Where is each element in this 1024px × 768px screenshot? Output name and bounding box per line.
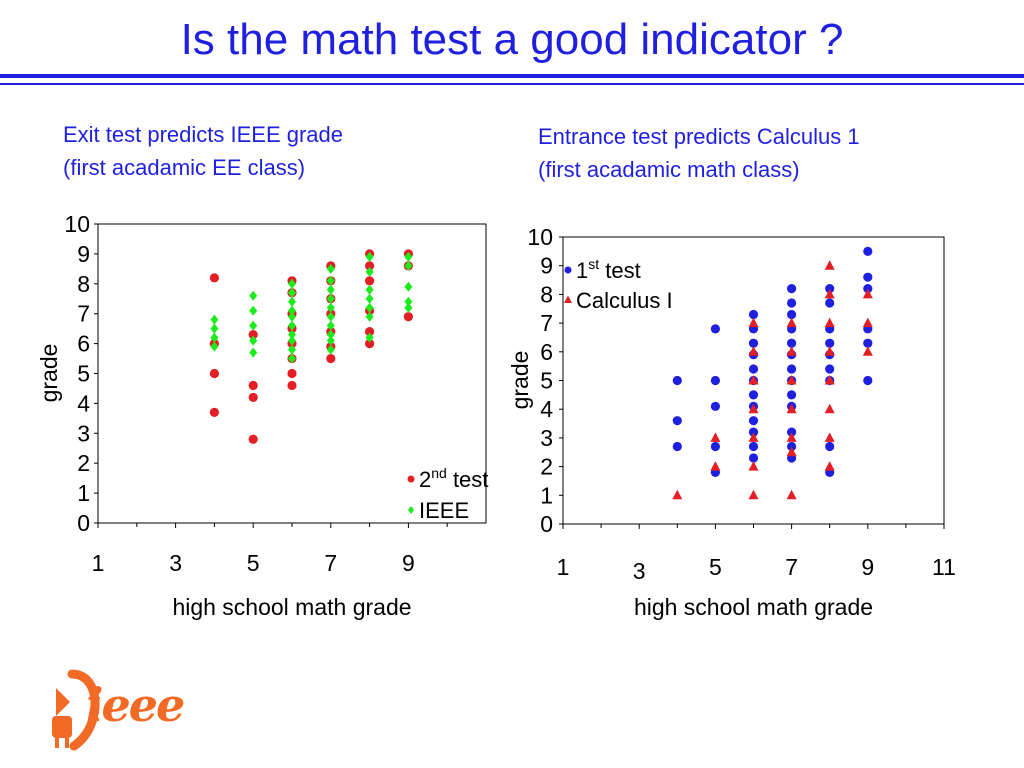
data-point: [365, 302, 374, 313]
data-point: [326, 320, 335, 331]
x-axis-label: high school math grade: [172, 594, 411, 620]
data-point: [288, 287, 296, 298]
data-point: [404, 260, 413, 271]
data-point: [365, 261, 375, 271]
data-point: [365, 339, 375, 349]
y-tick-label: 0: [77, 510, 90, 536]
data-point: [210, 323, 219, 334]
y-tick-label: 10: [64, 211, 90, 237]
data-point: [288, 353, 296, 364]
data-point: [326, 311, 335, 322]
data-point: [288, 305, 296, 316]
data-point: [249, 305, 258, 316]
data-point: [249, 335, 258, 346]
y-tick-label: 2: [77, 450, 90, 476]
left-chart-subtitle: Exit test predicts IEEE grade (first aca…: [63, 118, 343, 184]
data-point: [365, 293, 374, 304]
legend: 2nd test IEEE: [407, 465, 488, 523]
y-tick-label: 3: [77, 420, 90, 446]
ieee-logo-icon: [52, 669, 100, 751]
data-point: [326, 284, 335, 295]
x-tick-label: 3: [169, 550, 182, 576]
data-point: [210, 332, 219, 343]
left-subtitle-line-2: (first acadamic EE class): [63, 155, 306, 180]
series-1: [210, 251, 413, 364]
logo-wordmark: ieee: [86, 678, 185, 732]
x-tick-label: 9: [402, 550, 415, 576]
data-point: [326, 302, 335, 313]
data-point: [365, 276, 375, 286]
data-point: [288, 278, 296, 289]
y-tick-label: 1: [77, 480, 90, 506]
y-tick-label: 7: [77, 301, 90, 327]
data-point: [248, 392, 258, 403]
data-point: [209, 368, 219, 379]
data-point: [365, 284, 374, 295]
right-chart-subtitle: Entrance test predicts Calculus 1 (first…: [538, 120, 860, 186]
data-point: [287, 380, 297, 391]
data-point: [365, 332, 374, 343]
left-subtitle-line-1: Exit test predicts IEEE grade: [63, 122, 344, 147]
data-point: [365, 327, 375, 337]
y-tick-label: 8: [77, 271, 90, 297]
title-rule-thick: [0, 74, 1024, 78]
x-tick-label: 5: [247, 550, 260, 576]
data-point: [249, 347, 258, 358]
x-tick-label: 7: [324, 550, 337, 576]
data-point: [248, 434, 258, 444]
data-point: [210, 314, 219, 325]
data-point: [287, 368, 297, 379]
data-point: [210, 341, 219, 352]
data-point: [326, 263, 335, 274]
legend-marker: [407, 475, 415, 483]
y-axis-label: grade: [36, 344, 62, 403]
data-point: [365, 311, 374, 322]
data-point: [365, 266, 374, 277]
series-0: [209, 249, 413, 444]
data-point: [404, 251, 413, 262]
data-point: [288, 335, 296, 346]
legend-label: IEEE: [419, 498, 469, 523]
legend-marker: [408, 506, 414, 514]
y-tick-label: 5: [77, 361, 90, 387]
data-point: [404, 281, 413, 292]
data-point: [326, 275, 335, 286]
y-tick-label: 6: [77, 331, 90, 357]
data-point: [326, 344, 335, 355]
data-point: [248, 330, 258, 340]
data-point: [326, 335, 335, 346]
data-point: [209, 407, 219, 417]
data-point: [288, 320, 296, 331]
right-subtitle-line-2: (first acadamic math class): [538, 157, 800, 182]
data-point: [326, 353, 336, 364]
y-tick-label: 9: [77, 241, 90, 267]
data-point: [404, 296, 413, 307]
data-point: [288, 296, 296, 307]
data-point: [288, 311, 296, 322]
data-point: [249, 290, 258, 301]
data-point: [326, 329, 335, 340]
data-point: [326, 293, 335, 304]
data-point: [249, 320, 258, 331]
data-point: [404, 302, 413, 313]
title-rule-thin: [0, 83, 1024, 85]
data-point: [403, 312, 413, 322]
y-tick-label: 4: [77, 390, 90, 416]
legend-label: 2nd test: [419, 465, 488, 492]
data-point: [288, 329, 296, 340]
x-tick-label: 1: [92, 550, 105, 576]
data-point: [365, 251, 374, 262]
data-point: [288, 344, 296, 355]
slide-title: Is the math test a good indicator ?: [180, 15, 844, 64]
right-subtitle-line-1: Entrance test predicts Calculus 1: [538, 124, 860, 149]
data-point: [209, 273, 219, 283]
data-point: [248, 380, 258, 391]
